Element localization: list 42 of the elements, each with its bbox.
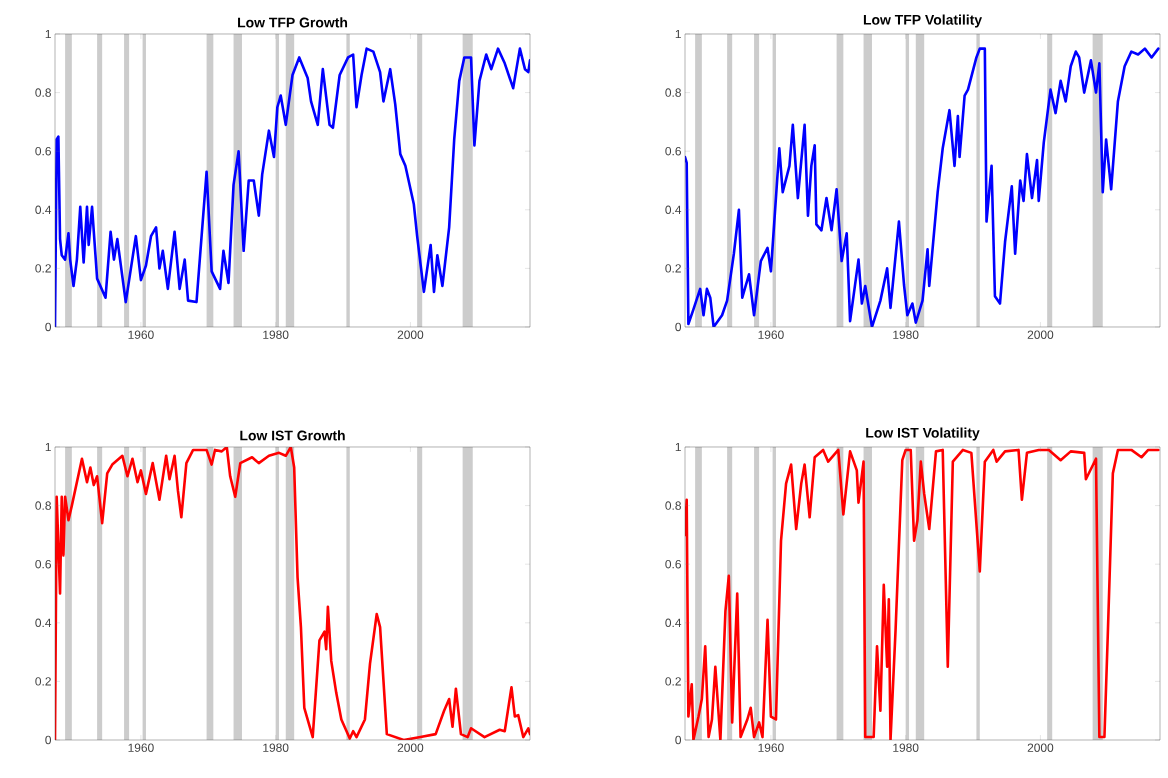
x-tick-label: 2000 [1027,743,1054,752]
y-tick-label: 0.6 [665,146,681,156]
x-tick-label: 1960 [128,743,154,752]
y-tick-label: 0 [45,322,52,332]
y-tick-label: 0 [675,735,682,745]
y-tick-label: 0.6 [35,146,51,156]
y-tick-label: 1 [675,29,681,39]
x-tick-label: 2000 [397,330,424,339]
x-tick-label: 1980 [263,330,289,339]
y-tick-label: 0 [45,735,52,745]
y-tick-label: 0.8 [35,88,51,97]
chart-title: Low IST Volatility [866,427,980,441]
x-tick-label: 1980 [893,743,919,752]
y-tick-label: 0.4 [665,205,682,215]
y-tick-label: 0.2 [35,264,51,273]
line-series [685,47,1160,327]
x-tick-label: 1960 [128,330,154,339]
y-tick-label: 0.6 [35,559,51,569]
y-tick-label: 0 [675,322,682,332]
y-tick-label: 1 [675,442,681,452]
y-tick-label: 0.4 [35,205,52,215]
y-tick-label: 1 [45,442,51,452]
x-tick-label: 1960 [758,743,784,752]
x-tick-label: 1960 [758,330,784,339]
y-tick-label: 0.6 [665,559,681,569]
chart-title: Low TFP Volatility [863,14,983,28]
chart-title: Low TFP Growth [238,17,348,28]
y-tick-label: 0.2 [665,677,681,686]
chart-title: Low IST Growth [240,430,345,441]
x-tick-label: 1980 [263,743,289,752]
y-tick-label: 0.4 [35,618,52,628]
y-tick-label: 0.4 [665,618,682,628]
y-tick-label: 1 [45,29,51,39]
x-tick-label: 1980 [893,330,919,339]
x-tick-label: 2000 [397,743,424,752]
y-tick-label: 0.2 [35,677,51,686]
line-series [685,448,1160,740]
y-tick-label: 0.8 [665,501,681,510]
x-tick-label: 2000 [1027,330,1054,339]
y-tick-label: 0.2 [665,264,681,273]
y-tick-label: 0.8 [35,501,51,510]
y-tick-label: 0.8 [665,88,681,97]
